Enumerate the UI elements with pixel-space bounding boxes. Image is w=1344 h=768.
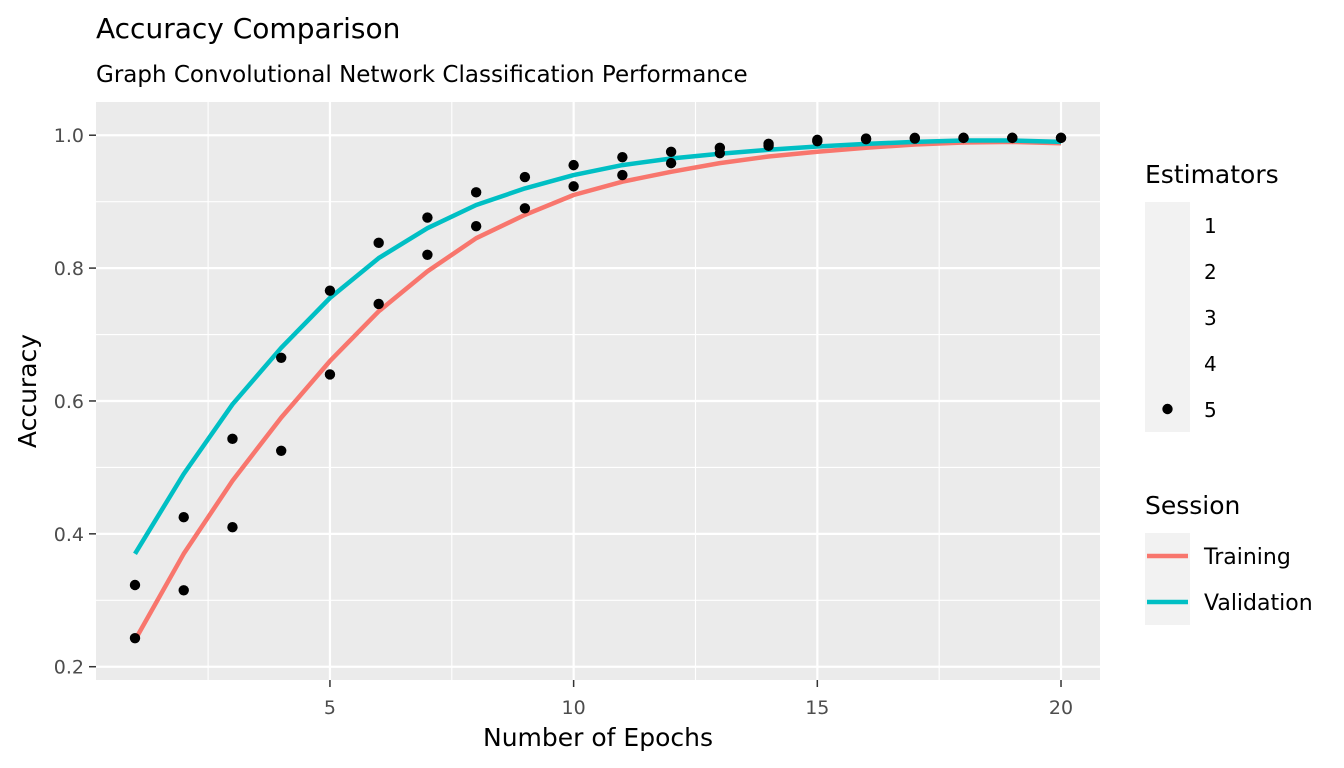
data-point <box>470 221 482 232</box>
data-point <box>276 352 287 363</box>
chart-title: Accuracy Comparison <box>96 12 400 45</box>
series-line-validation <box>133 138 1062 555</box>
legend-key <box>1145 340 1190 386</box>
data-point <box>373 298 384 310</box>
legend-estimator-label: 2 <box>1204 260 1217 284</box>
legend-point-icon <box>1162 403 1173 415</box>
major-grid <box>96 102 1100 680</box>
legend-estimator-label: 4 <box>1204 352 1217 376</box>
data-point <box>617 169 628 181</box>
legend-session: Session Training Validation <box>1145 491 1313 625</box>
data-point <box>617 151 628 163</box>
minor-grid <box>96 102 1100 680</box>
data-point <box>714 142 726 154</box>
legend-session-label: Validation <box>1204 591 1313 616</box>
plot-panel <box>96 102 1100 680</box>
x-tick-label: 15 <box>805 697 829 719</box>
data-point <box>129 632 141 644</box>
legend-estimators-title: Estimators <box>1145 160 1279 189</box>
chart-subtitle: Graph Convolutional Network Classificati… <box>96 62 748 88</box>
y-tick-label: 0.6 <box>54 391 84 413</box>
legend-session-title: Session <box>1145 491 1240 520</box>
data-point <box>129 579 141 591</box>
data-point <box>909 132 920 144</box>
y-axis: 0.2 0.4 0.6 0.8 1.0 <box>54 125 96 679</box>
data-point <box>763 138 774 150</box>
y-tick-label: 0.2 <box>54 657 84 679</box>
data-point <box>373 237 384 249</box>
legend-key <box>1145 294 1190 340</box>
data-point <box>568 181 579 192</box>
y-tick-label: 0.8 <box>54 258 84 280</box>
x-tick-label: 10 <box>562 697 586 719</box>
data-point <box>860 133 872 144</box>
data-point <box>519 203 531 214</box>
x-tick-label: 20 <box>1049 697 1073 719</box>
legend-key <box>1145 248 1190 294</box>
legend-estimator-label: 1 <box>1204 214 1217 238</box>
y-tick-label: 0.4 <box>54 524 84 546</box>
legend-estimator-label: 5 <box>1204 398 1217 422</box>
data-point <box>568 159 579 171</box>
data-point <box>665 157 677 169</box>
data-point <box>422 212 433 223</box>
x-axis-label: Number of Epochs <box>483 723 713 752</box>
data-point <box>276 445 287 456</box>
data-point <box>1007 132 1018 144</box>
data-point <box>227 521 238 533</box>
data-point <box>665 146 677 158</box>
data-point <box>324 285 336 296</box>
legend-key <box>1145 202 1190 248</box>
series-line-training <box>133 139 1062 642</box>
data-point <box>812 134 823 146</box>
data-point <box>1055 132 1067 144</box>
data-point <box>958 132 969 144</box>
series-lines <box>133 138 1062 642</box>
legend-estimator-label: 3 <box>1204 306 1217 330</box>
x-tick-label: 5 <box>324 697 336 719</box>
legend-session-label: Training <box>1203 545 1291 570</box>
data-point <box>422 249 433 261</box>
estimator-points <box>129 132 1067 644</box>
legend-estimators: Estimators 1 2 3 4 5 <box>1145 160 1279 432</box>
data-point <box>470 187 482 198</box>
data-point <box>519 171 531 183</box>
data-point <box>178 585 189 596</box>
data-point <box>324 369 336 380</box>
y-axis-label: Accuracy <box>13 334 42 448</box>
data-point <box>178 512 189 523</box>
x-axis: 5 10 15 20 <box>324 680 1073 719</box>
data-point <box>227 433 238 445</box>
y-tick-label: 1.0 <box>54 125 84 147</box>
